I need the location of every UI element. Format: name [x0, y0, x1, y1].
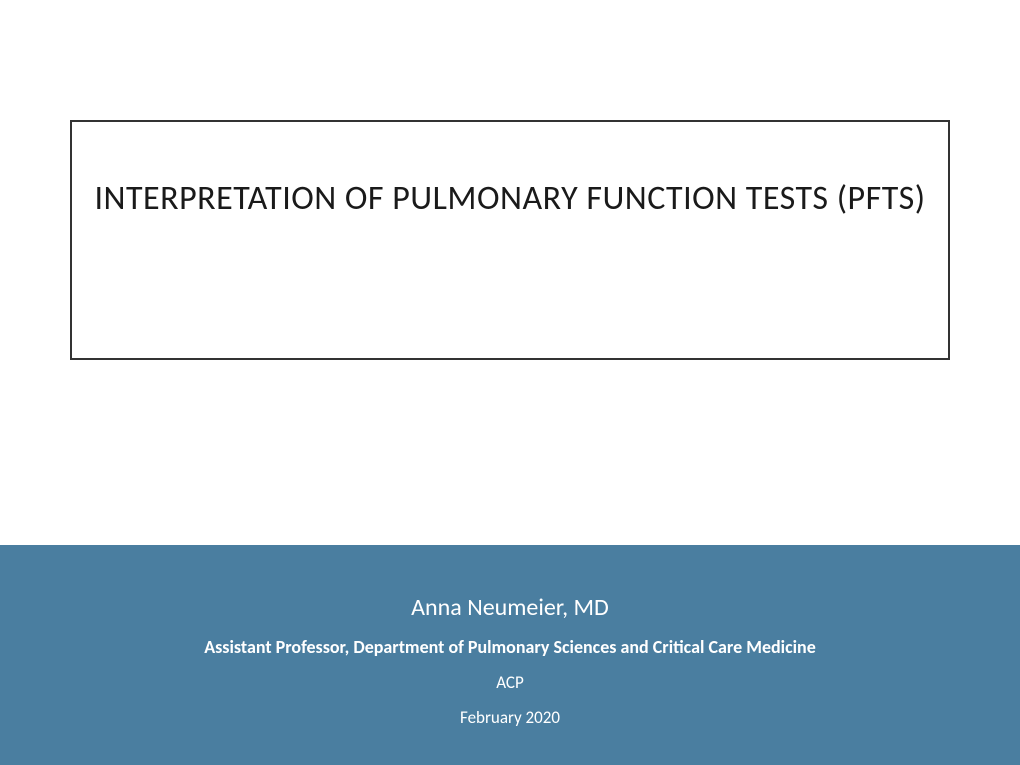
footer-band: Anna Neumeier, MD Assistant Professor, D… [0, 545, 1020, 765]
presentation-date: February 2020 [460, 707, 560, 728]
organization: ACP [496, 672, 524, 693]
author-subtitle: Assistant Professor, Department of Pulmo… [204, 636, 816, 658]
author-name: Anna Neumeier, MD [411, 593, 609, 622]
slide-title: INTERPRETATION OF PULMONARY FUNCTION TES… [94, 177, 925, 221]
slide: INTERPRETATION OF PULMONARY FUNCTION TES… [0, 0, 1020, 765]
title-box: INTERPRETATION OF PULMONARY FUNCTION TES… [70, 120, 950, 360]
